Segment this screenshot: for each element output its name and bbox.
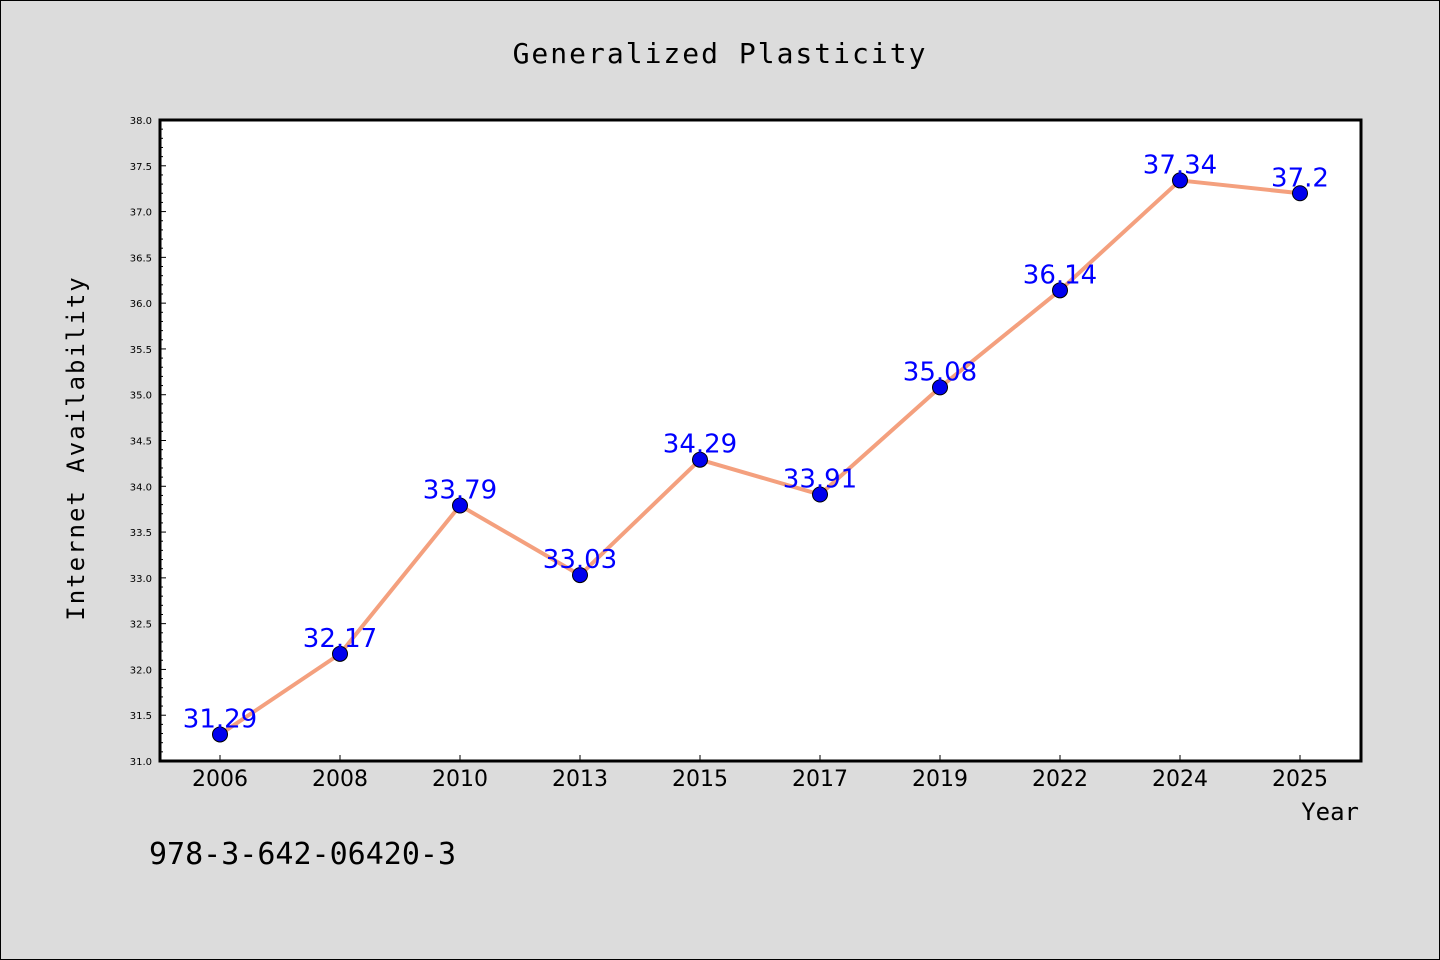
data-label: 35.08 [903, 357, 977, 387]
data-label: 33.91 [783, 465, 857, 495]
series-group: 31.29 32.17 33.79 33.03 34.29 33.91 35.08 36.14… [183, 150, 1329, 743]
data-point [212, 726, 228, 743]
data-label: 36.14 [1023, 260, 1097, 290]
y-axis-label: Internet Availability [62, 275, 90, 620]
data-label: 33.03 [543, 545, 617, 575]
x-axis: 2006 2008 2010 2013 2015 2017 2019 2022 2024 2025 [192, 755, 1328, 792]
data-point [692, 451, 708, 468]
data-point [1052, 282, 1068, 299]
data-point [1172, 172, 1188, 189]
x-tick-label: 2019 [912, 767, 968, 792]
x-tick-label: 2006 [192, 767, 248, 792]
y-tick-label: 34.5 [130, 437, 152, 448]
footnote-isbn: 978-3-642-06420-3 [149, 837, 456, 872]
x-axis-label: Year [1301, 798, 1359, 826]
y-tick-label: 34.0 [130, 482, 152, 493]
data-point [572, 567, 588, 584]
data-label: 33.79 [423, 476, 497, 506]
y-tick-label: 33.5 [130, 528, 152, 539]
x-tick-label: 2017 [792, 767, 848, 792]
y-tick-label: 31.5 [130, 711, 152, 722]
data-label: 31.29 [183, 704, 257, 734]
data-label: 37.34 [1143, 150, 1217, 180]
data-point [932, 379, 948, 396]
y-tick-label: 37.5 [130, 162, 152, 173]
y-tick-label: 33.0 [130, 574, 152, 585]
data-point [452, 497, 468, 514]
x-tick-label: 2013 [552, 767, 608, 792]
chart-title: Generalized Plasticity [513, 37, 928, 70]
y-tick-label: 35.0 [130, 391, 152, 402]
y-tick-label: 32.0 [130, 665, 152, 676]
data-label: 32.17 [303, 624, 377, 654]
plot-area [158, 118, 1363, 763]
x-tick-label: 2008 [312, 767, 368, 792]
x-tick-label: 2022 [1032, 767, 1088, 792]
data-point [1292, 185, 1308, 202]
y-tick-label: 37.0 [130, 208, 152, 219]
y-tick-label: 32.5 [130, 620, 152, 631]
y-tick-label: 31.0 [130, 757, 152, 768]
data-label: 37.2 [1271, 163, 1329, 193]
x-tick-label: 2015 [672, 767, 728, 792]
y-tick-label: 35.5 [130, 345, 152, 356]
x-tick-label: 2010 [432, 767, 488, 792]
data-point [812, 486, 828, 503]
y-tick-label: 36.5 [130, 253, 152, 264]
y-tick-label: 38.0 [130, 116, 152, 127]
x-tick-label: 2025 [1272, 767, 1328, 792]
data-label: 34.29 [663, 430, 737, 460]
series-line [218, 178, 1301, 737]
data-point [332, 645, 348, 662]
x-tick-label: 2024 [1152, 767, 1208, 792]
y-tick-label: 36.0 [130, 299, 152, 310]
y-axis: 31.0 31.5 32.0 32.5 33.0 33.5 34.0 34.5 35.0 35.5… [130, 116, 166, 768]
